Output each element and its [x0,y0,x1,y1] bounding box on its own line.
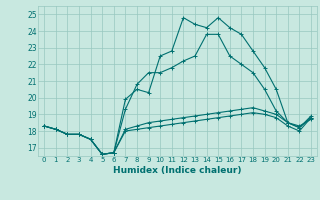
X-axis label: Humidex (Indice chaleur): Humidex (Indice chaleur) [113,166,242,175]
